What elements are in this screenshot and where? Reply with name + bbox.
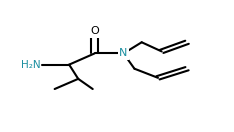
Text: O: O [90, 26, 99, 36]
Text: N: N [119, 48, 128, 58]
Text: H₂N: H₂N [21, 60, 40, 70]
